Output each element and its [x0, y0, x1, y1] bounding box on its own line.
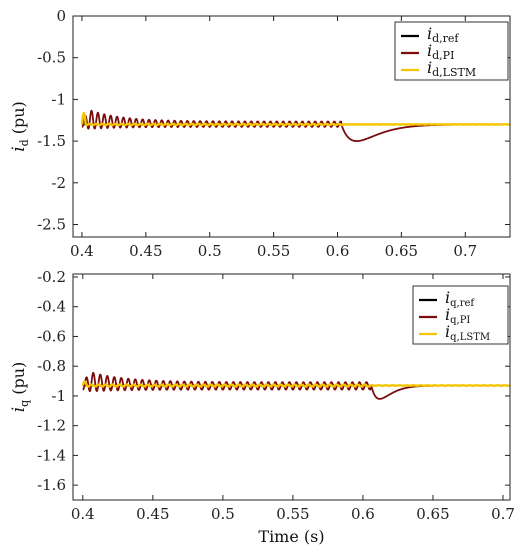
x-tick-label: 0.4 — [71, 505, 95, 523]
x-tick-label: 0.7 — [491, 505, 515, 523]
y-tick-label: -0.5 — [37, 49, 66, 67]
y-tick-label: -0.8 — [37, 357, 66, 375]
y-tick-label: 0 — [56, 7, 66, 25]
legend-label-pi: iq,PI — [445, 305, 470, 326]
y-axis-label: iq (pu) — [9, 362, 31, 413]
plot-frame — [72, 15, 511, 238]
y-tick-label: -0.6 — [37, 327, 66, 345]
legend-label-ref: iq,ref — [445, 288, 475, 309]
y-axis-label: id (pu) — [9, 101, 31, 152]
x-tick-label: 0.6 — [326, 242, 350, 260]
series-line-pi — [81, 109, 510, 142]
x-tick-label: 0.45 — [129, 242, 162, 260]
x-axis-label: Time (s) — [258, 527, 324, 546]
series-line-lstm — [80, 111, 510, 127]
x-tick-label: 0.65 — [416, 505, 449, 523]
y-tick-label: -1.2 — [37, 417, 66, 435]
chart-panel-id: 0.4 0.45 0.5 0.55 0.6 0.65 0.7 0 -0.5 -1 -1.5 -2 -2.… — [9, 7, 511, 260]
y-tick-label: -1.4 — [37, 446, 66, 464]
x-tick-label: 0.55 — [276, 505, 309, 523]
y-tick-label: -1.6 — [37, 476, 66, 494]
legend-label-lstm: iq,LSTM — [445, 322, 490, 343]
x-tick-label: 0.55 — [257, 242, 290, 260]
y-tick-label: -1.5 — [37, 132, 66, 150]
series-line-lstm — [81, 380, 510, 388]
legend-label-pi: id,PI — [427, 41, 454, 62]
x-tick-label: 0.45 — [136, 505, 169, 523]
legend-label-ref: id,ref — [427, 24, 459, 45]
y-tick-label: -0.4 — [37, 298, 66, 316]
legend-label-lstm: id,LSTM — [427, 58, 476, 79]
y-tick-label: -1 — [51, 387, 66, 405]
x-tick-label: 0.4 — [70, 242, 94, 260]
y-tick-label: -2.5 — [37, 215, 66, 233]
x-tick-label: 0.5 — [198, 242, 222, 260]
x-tick-label: 0.6 — [351, 505, 375, 523]
y-tick-label: -2 — [51, 174, 66, 192]
y-tick-label: -0.2 — [37, 268, 66, 286]
y-tick-label: -1 — [51, 90, 66, 108]
x-tick-label: 0.7 — [453, 242, 477, 260]
x-tick-label: 0.5 — [211, 505, 235, 523]
chart-panel-iq: 0.4 0.45 0.5 0.55 0.6 0.65 0.7 -0.2 -0.4 -0.6 -0.8… — [9, 268, 515, 546]
x-tick-label: 0.65 — [385, 242, 418, 260]
plot-frame — [72, 273, 511, 501]
